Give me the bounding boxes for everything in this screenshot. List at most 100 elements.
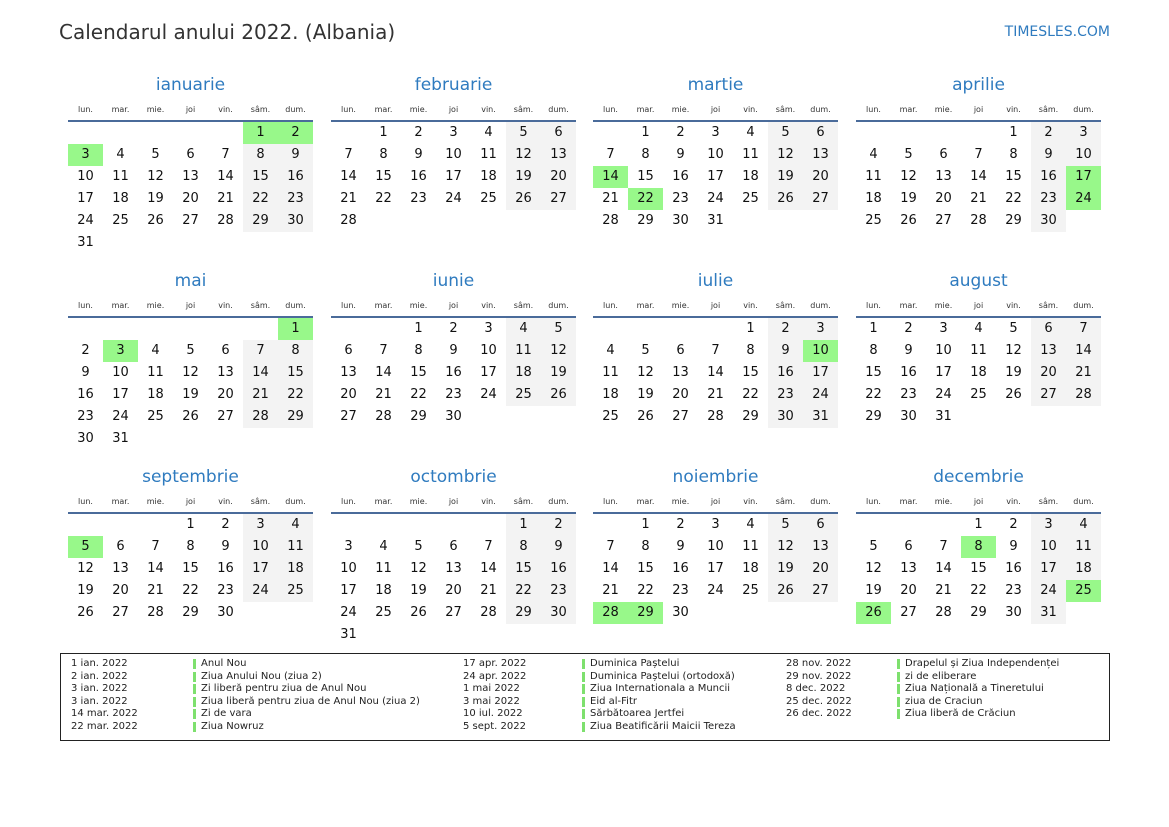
day-cell[interactable]: 26 — [1005, 387, 1022, 402]
holiday-day[interactable]: 3 — [68, 144, 103, 166]
day-cell[interactable]: 21 — [935, 583, 952, 598]
day-cell[interactable]: 28 — [480, 605, 497, 620]
day-cell[interactable]: 10 — [480, 343, 497, 358]
day-cell[interactable]: 21 — [970, 191, 987, 206]
day-cell[interactable]: 26 — [182, 409, 199, 424]
day-cell[interactable]: 11 — [506, 340, 541, 362]
day-cell[interactable]: 31 — [77, 235, 94, 250]
day-cell[interactable]: 7 — [974, 147, 983, 162]
day-cell[interactable]: 19 — [637, 387, 654, 402]
day-cell[interactable]: 21 — [1066, 362, 1101, 384]
day-cell[interactable]: 24 — [707, 583, 724, 598]
day-cell[interactable]: 1 — [746, 321, 755, 336]
day-cell[interactable]: 11 — [742, 539, 759, 554]
day-cell[interactable]: 22 — [1005, 191, 1022, 206]
day-cell[interactable]: 3 — [1031, 514, 1066, 536]
day-cell[interactable]: 29 — [742, 409, 759, 424]
day-cell[interactable]: 18 — [1066, 558, 1101, 580]
day-cell[interactable]: 19 — [541, 362, 576, 384]
day-cell[interactable]: 14 — [217, 169, 234, 184]
day-cell[interactable]: 19 — [900, 191, 917, 206]
day-cell[interactable]: 31 — [340, 627, 357, 642]
day-cell[interactable]: 20 — [935, 191, 952, 206]
day-cell[interactable]: 22 — [182, 583, 199, 598]
holiday-day[interactable]: 26 — [856, 602, 891, 624]
day-cell[interactable]: 11 — [1066, 536, 1101, 558]
day-cell[interactable]: 7 — [1066, 318, 1101, 340]
day-cell[interactable]: 30 — [768, 406, 803, 428]
day-cell[interactable]: 14 — [1066, 340, 1101, 362]
day-cell[interactable]: 11 — [970, 343, 987, 358]
day-cell[interactable]: 13 — [217, 365, 234, 380]
day-cell[interactable]: 13 — [445, 561, 462, 576]
day-cell[interactable]: 12 — [865, 561, 882, 576]
day-cell[interactable]: 22 — [410, 387, 427, 402]
day-cell[interactable]: 19 — [147, 191, 164, 206]
day-cell[interactable]: 3 — [344, 539, 353, 554]
day-cell[interactable]: 18 — [742, 169, 759, 184]
day-cell[interactable]: 17 — [707, 169, 724, 184]
day-cell[interactable]: 29 — [410, 409, 427, 424]
day-cell[interactable]: 20 — [672, 387, 689, 402]
day-cell[interactable]: 2 — [768, 318, 803, 340]
day-cell[interactable]: 8 — [278, 340, 313, 362]
day-cell[interactable]: 15 — [506, 558, 541, 580]
day-cell[interactable]: 15 — [182, 561, 199, 576]
day-cell[interactable]: 31 — [803, 406, 838, 428]
day-cell[interactable]: 23 — [900, 387, 917, 402]
day-cell[interactable]: 23 — [672, 583, 689, 598]
holiday-day[interactable]: 8 — [961, 536, 996, 558]
holiday-day[interactable]: 5 — [68, 536, 103, 558]
day-cell[interactable]: 29 — [970, 605, 987, 620]
day-cell[interactable]: 10 — [340, 561, 357, 576]
day-cell[interactable]: 4 — [746, 517, 755, 532]
day-cell[interactable]: 27 — [112, 605, 129, 620]
day-cell[interactable]: 6 — [803, 514, 838, 536]
day-cell[interactable]: 22 — [375, 191, 392, 206]
day-cell[interactable]: 14 — [935, 561, 952, 576]
holiday-day[interactable]: 28 — [593, 602, 628, 624]
day-cell[interactable]: 5 — [904, 147, 913, 162]
day-cell[interactable]: 4 — [278, 514, 313, 536]
day-cell[interactable]: 27 — [803, 188, 838, 210]
day-cell[interactable]: 13 — [803, 144, 838, 166]
day-cell[interactable]: 27 — [182, 213, 199, 228]
day-cell[interactable]: 30 — [278, 210, 313, 232]
day-cell[interactable]: 25 — [112, 213, 129, 228]
day-cell[interactable]: 9 — [676, 147, 685, 162]
day-cell[interactable]: 29 — [865, 409, 882, 424]
day-cell[interactable]: 15 — [278, 362, 313, 384]
day-cell[interactable]: 1 — [641, 125, 650, 140]
day-cell[interactable]: 7 — [606, 147, 615, 162]
day-cell[interactable]: 6 — [186, 147, 195, 162]
day-cell[interactable]: 18 — [970, 365, 987, 380]
day-cell[interactable]: 13 — [112, 561, 129, 576]
day-cell[interactable]: 4 — [606, 343, 615, 358]
day-cell[interactable]: 2 — [449, 321, 458, 336]
day-cell[interactable]: 16 — [1005, 561, 1022, 576]
day-cell[interactable]: 2 — [1009, 517, 1018, 532]
day-cell[interactable]: 1 — [414, 321, 423, 336]
day-cell[interactable]: 15 — [865, 365, 882, 380]
day-cell[interactable]: 23 — [672, 191, 689, 206]
day-cell[interactable]: 4 — [484, 125, 493, 140]
day-cell[interactable]: 14 — [340, 169, 357, 184]
day-cell[interactable]: 2 — [81, 343, 90, 358]
day-cell[interactable]: 30 — [445, 409, 462, 424]
day-cell[interactable]: 28 — [602, 213, 619, 228]
day-cell[interactable]: 15 — [410, 365, 427, 380]
day-cell[interactable]: 5 — [768, 514, 803, 536]
day-cell[interactable]: 10 — [1031, 536, 1066, 558]
day-cell[interactable]: 13 — [900, 561, 917, 576]
day-cell[interactable]: 26 — [541, 384, 576, 406]
day-cell[interactable]: 19 — [506, 166, 541, 188]
day-cell[interactable]: 29 — [1005, 213, 1022, 228]
day-cell[interactable]: 9 — [1009, 539, 1018, 554]
day-cell[interactable]: 24 — [1031, 580, 1066, 602]
day-cell[interactable]: 31 — [1031, 602, 1066, 624]
day-cell[interactable]: 3 — [803, 318, 838, 340]
day-cell[interactable]: 5 — [541, 318, 576, 340]
day-cell[interactable]: 21 — [147, 583, 164, 598]
day-cell[interactable]: 24 — [803, 384, 838, 406]
day-cell[interactable]: 4 — [151, 343, 160, 358]
